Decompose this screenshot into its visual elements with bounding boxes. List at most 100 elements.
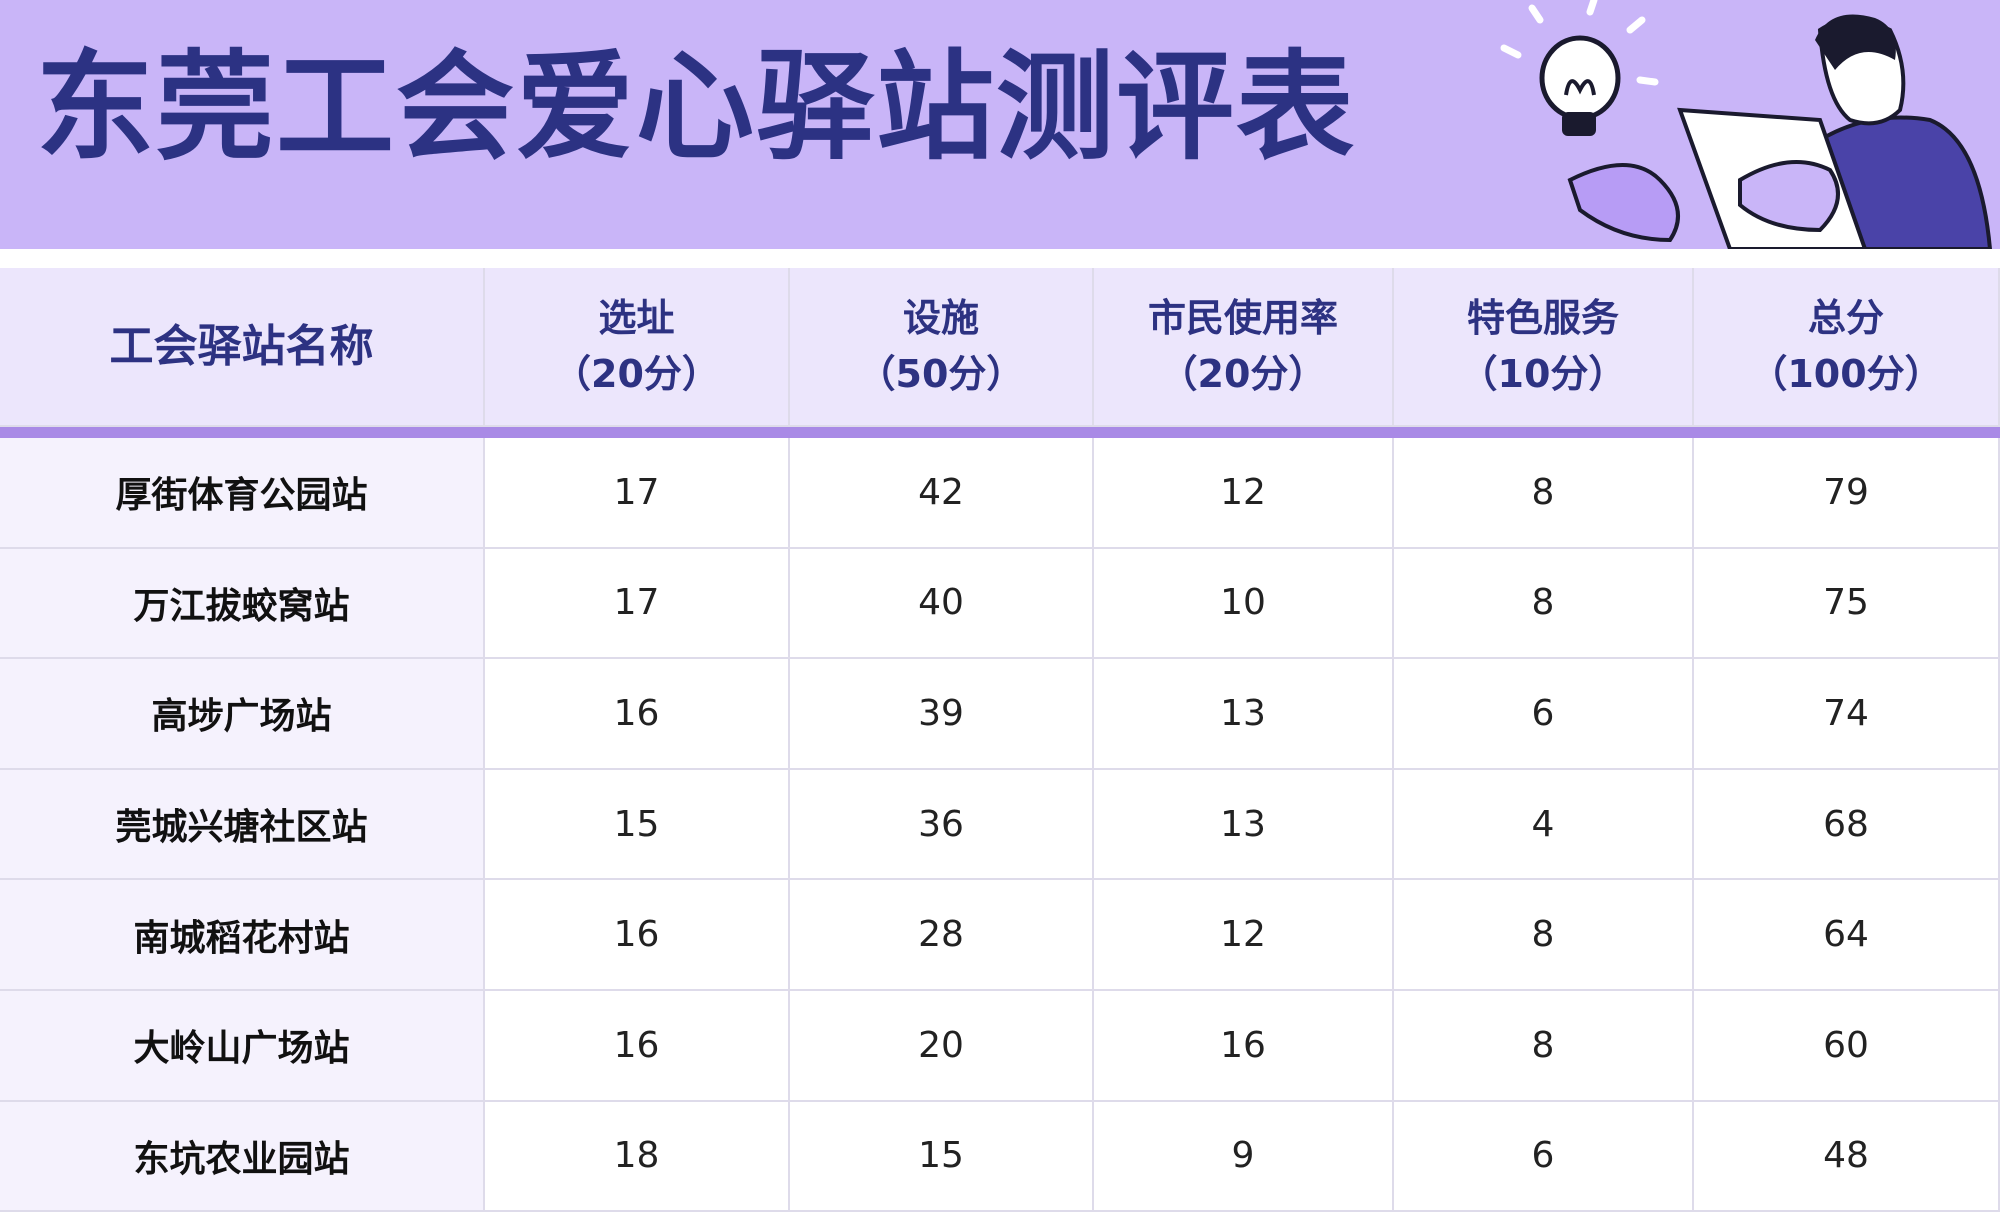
score: 16: [613, 1024, 660, 1066]
table-cell: 12: [1094, 880, 1394, 991]
table-cell: 20: [790, 991, 1094, 1102]
score: 39: [918, 692, 964, 734]
score: 13: [1220, 692, 1266, 734]
table-cell: 48: [1694, 1101, 2000, 1212]
header-text: 特色服务: [1466, 296, 1619, 341]
table-cell: 39: [790, 659, 1094, 770]
table-cell: 8: [1394, 991, 1694, 1102]
table-cell: 36: [790, 769, 1094, 881]
table-cell: 15: [790, 1101, 1094, 1212]
table-cell: 8: [1394, 548, 1694, 660]
table-cell: 79: [1694, 438, 2000, 549]
table-cell: 17: [485, 548, 790, 660]
header-rule: [0, 427, 2000, 438]
table-cell: 8: [1394, 880, 1694, 991]
header-cell: 选址 （20分）: [485, 268, 790, 427]
score: 6: [1531, 692, 1555, 734]
table-cell: 南城稻花村站: [0, 880, 485, 991]
title: 东莞工会爱心驿站测评表: [36, 38, 1357, 176]
score: 16: [613, 692, 660, 734]
station-name: 万江拔蛟窝站: [133, 585, 350, 627]
score: 40: [918, 582, 964, 624]
table-cell: 厚街体育公园站: [0, 438, 485, 549]
table-cell: 万江拔蛟窝站: [0, 548, 485, 660]
table-cell: 13: [1094, 659, 1394, 770]
score: 68: [1823, 803, 1869, 845]
table-cell: 13: [1094, 769, 1394, 881]
table-cell: 16: [485, 880, 790, 991]
score: 15: [918, 1135, 964, 1177]
table-cell: 16: [485, 659, 790, 770]
score: 60: [1823, 1024, 1869, 1066]
score: 8: [1531, 1024, 1555, 1066]
table-cell: 75: [1694, 548, 2000, 660]
header-text: 选址: [598, 296, 675, 341]
score: 8: [1531, 582, 1555, 624]
table: 工会驿站名称 选址 （20分） 设施 （50分） 市民使用率 （20分） 特色服务 （10分） 总…: [0, 268, 2000, 1212]
score: 6: [1531, 1135, 1555, 1177]
score: 15: [613, 803, 660, 845]
header-cell: 特色服务 （10分）: [1394, 268, 1694, 427]
score: 20: [918, 1024, 964, 1066]
header-text: 设施: [902, 296, 979, 341]
station-name: 莞城兴塘社区站: [115, 807, 368, 849]
score: 42: [918, 471, 964, 513]
station-name: 大岭山广场站: [133, 1028, 350, 1070]
header-text: 总分: [1807, 296, 1884, 341]
table-cell: 74: [1694, 659, 2000, 770]
header-text: （20分）: [553, 351, 720, 396]
score: 36: [918, 803, 964, 845]
station-name: 高埗广场站: [151, 696, 332, 738]
header-text: （50分）: [857, 351, 1025, 396]
score: 12: [1220, 914, 1266, 956]
table-cell: 东坑农业园站: [0, 1101, 485, 1212]
score: 4: [1531, 803, 1555, 845]
score: 8: [1531, 471, 1555, 513]
score: 48: [1823, 1135, 1869, 1177]
score: 8: [1531, 914, 1555, 956]
table-cell: 大岭山广场站: [0, 991, 485, 1102]
header-text: （10分）: [1459, 351, 1627, 396]
header-cell: 设施 （50分）: [790, 268, 1094, 427]
table-cell: 28: [790, 880, 1094, 991]
score: 12: [1220, 471, 1266, 513]
score: 18: [613, 1135, 660, 1177]
table-cell: 16: [485, 991, 790, 1102]
header-text: （20分）: [1159, 351, 1327, 396]
table-cell: 12: [1094, 438, 1394, 549]
score: 10: [1220, 582, 1266, 624]
station-name: 南城稻花村站: [133, 917, 350, 959]
table-cell: 64: [1694, 880, 2000, 991]
illustration: [1500, 0, 1993, 249]
table-cell: 40: [790, 548, 1094, 660]
table-cell: 8: [1394, 438, 1694, 549]
score: 75: [1823, 582, 1869, 624]
table-cell: 17: [485, 438, 790, 549]
header-cell: 市民使用率 （20分）: [1094, 268, 1394, 427]
header-text: 工会驿站名称: [109, 320, 374, 372]
table-cell: 68: [1694, 769, 2000, 881]
table-cell: 高埗广场站: [0, 659, 485, 770]
banner: 东莞工会爱心驿站测评表: [0, 0, 2000, 249]
table-cell: 6: [1394, 659, 1694, 770]
table-cell: 15: [485, 769, 790, 881]
table-cell: 10: [1094, 548, 1394, 660]
score: 64: [1823, 914, 1869, 956]
table-cell: 6: [1394, 1101, 1694, 1212]
score: 79: [1823, 471, 1869, 513]
score: 28: [918, 914, 964, 956]
header-text: （100分）: [1749, 351, 1943, 396]
score: 13: [1220, 803, 1266, 845]
header-text: 市民使用率: [1147, 296, 1338, 341]
score: 9: [1231, 1135, 1255, 1177]
table-cell: 莞城兴塘社区站: [0, 769, 485, 881]
table-cell: 16: [1094, 991, 1394, 1102]
score: 16: [1220, 1024, 1266, 1066]
station-name: 东坑农业园站: [133, 1138, 350, 1180]
table-cell: 42: [790, 438, 1094, 549]
header-cell: 工会驿站名称: [0, 268, 485, 427]
table-cell: 9: [1094, 1101, 1394, 1212]
table-cell: 18: [485, 1101, 790, 1212]
header-cell: 总分 （100分）: [1694, 268, 2000, 427]
score: 16: [613, 914, 660, 956]
